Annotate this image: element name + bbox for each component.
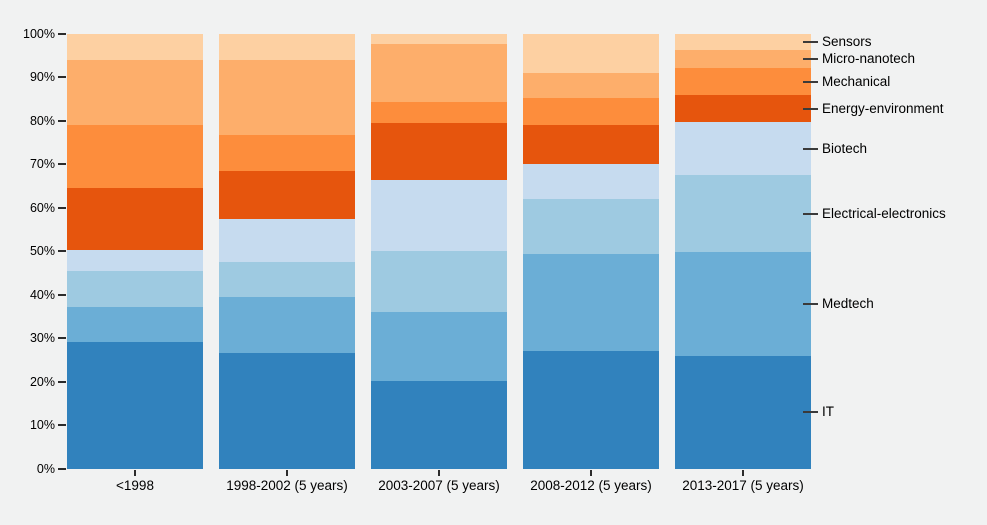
legend-label-micro-nanotech: Micro-nanotech — [822, 51, 916, 67]
bar-segment-mechanical — [219, 135, 355, 171]
bar-segment-electrical-electronics — [67, 271, 203, 307]
bar-segment-mechanical — [371, 101, 507, 123]
bar-1998-2002--5-years- — [219, 33, 355, 469]
x-axis-tick-label: 2008-2012 (5 years) — [530, 477, 652, 493]
legend-label-medtech: Medtech — [822, 295, 874, 311]
x-axis-tick-label: 2013-2017 (5 years) — [682, 477, 804, 493]
y-axis-tick-label: 70% — [29, 157, 55, 171]
x-axis-tick-mark — [742, 469, 744, 476]
legend-label-energy-environment: Energy-environment — [822, 100, 944, 116]
bar-2013-2017--5-years- — [675, 33, 811, 469]
legend-tick-it — [803, 411, 818, 414]
bar-segment-medtech — [523, 254, 659, 351]
bar-segment-medtech — [675, 251, 811, 356]
legend-label-electrical-electronics: Electrical-electronics — [822, 205, 946, 221]
y-axis-tick-label: 50% — [29, 244, 55, 258]
bar-segment-it — [371, 381, 507, 469]
bar-segment-mechanical — [675, 68, 811, 96]
x-axis-tick-label: 2003-2007 (5 years) — [378, 477, 500, 493]
bar-segment-electrical-electronics — [219, 261, 355, 297]
bar-segment-electrical-electronics — [371, 251, 507, 312]
bar-segment-micro-nanotech — [523, 72, 659, 98]
legend-tick-micro-nanotech — [803, 58, 818, 61]
legend-label-biotech: Biotech — [822, 140, 868, 156]
bar-segment-biotech — [67, 250, 203, 272]
y-axis-tick-label: 40% — [29, 287, 55, 302]
legend-tick-mechanical — [803, 80, 818, 83]
bar-segment-biotech — [371, 180, 507, 252]
bar-segment-energy-environment — [523, 124, 659, 165]
y-axis-tick-mark — [58, 337, 66, 339]
bar-segment-electrical-electronics — [523, 199, 659, 255]
bar-segment-mechanical — [67, 124, 203, 189]
bar-segment-energy-environment — [371, 122, 507, 181]
bar-segment-micro-nanotech — [219, 59, 355, 136]
y-axis-tick-mark — [58, 163, 66, 165]
bar-segment-sensors — [675, 33, 811, 51]
bar-segment-micro-nanotech — [371, 43, 507, 102]
bar-segment-mechanical — [523, 97, 659, 125]
y-axis-tick-mark — [58, 76, 66, 78]
y-axis-tick-label: 0% — [36, 461, 55, 476]
bar-segment-micro-nanotech — [67, 59, 203, 125]
y-axis-tick-mark — [58, 380, 66, 383]
bar-segment-sensors — [523, 33, 659, 73]
bar-<1998 — [67, 33, 203, 469]
x-axis-tick-label: 1998-2002 (5 years) — [226, 477, 348, 493]
y-axis-tick-mark — [58, 467, 66, 470]
y-axis-tick-label: 60% — [29, 200, 55, 215]
y-axis-tick-mark — [58, 250, 66, 252]
bar-segment-it — [67, 342, 203, 469]
y-axis-tick-label: 20% — [29, 374, 55, 389]
bar-segment-energy-environment — [675, 95, 811, 123]
legend-tick-medtech — [803, 302, 818, 305]
bar-segment-medtech — [67, 306, 203, 343]
bar-segment-energy-environment — [67, 188, 203, 251]
bar-segment-electrical-electronics — [675, 175, 811, 252]
y-axis-tick-label: 10% — [29, 418, 55, 432]
bar-segment-biotech — [523, 164, 659, 200]
legend-tick-sensors — [803, 40, 818, 43]
x-axis-tick-mark — [134, 469, 136, 476]
bar-segment-sensors — [371, 33, 507, 44]
legend-tick-biotech — [803, 147, 818, 150]
y-axis-tick-label: 100% — [23, 26, 55, 41]
y-axis-tick-mark — [58, 293, 66, 296]
bar-2008-2012--5-years- — [523, 33, 659, 469]
bar-segment-it — [523, 350, 659, 469]
legend-tick-energy-environment — [803, 107, 818, 110]
bar-segment-medtech — [371, 311, 507, 382]
bar-segment-it — [219, 352, 355, 469]
y-axis-tick-mark — [58, 206, 66, 209]
bar-segment-energy-environment — [219, 170, 355, 220]
y-axis-tick-mark — [58, 32, 66, 35]
x-axis-tick-mark — [438, 469, 440, 476]
legend-label-it: IT — [822, 404, 834, 420]
legend-label-sensors: Sensors — [822, 33, 872, 49]
x-axis-tick-mark — [286, 469, 288, 476]
bar-segment-biotech — [675, 122, 811, 176]
bar-segment-sensors — [67, 33, 203, 60]
legend-tick-electrical-electronics — [803, 212, 818, 215]
bar-segment-it — [675, 355, 811, 469]
x-axis-tick-label: <1998 — [116, 477, 154, 493]
bar-segment-biotech — [219, 219, 355, 262]
y-axis-tick-mark — [58, 424, 66, 426]
legend-label-mechanical: Mechanical — [822, 73, 891, 89]
y-axis-tick-label: 30% — [29, 331, 55, 345]
y-axis-tick-mark — [58, 119, 66, 122]
bar-2003-2007--5-years- — [371, 33, 507, 469]
bar-segment-micro-nanotech — [675, 50, 811, 69]
x-axis-tick-mark — [590, 469, 592, 476]
bar-segment-sensors — [219, 33, 355, 60]
y-axis-tick-label: 90% — [29, 70, 55, 84]
bar-segment-medtech — [219, 296, 355, 353]
y-axis-tick-label: 80% — [29, 113, 55, 128]
